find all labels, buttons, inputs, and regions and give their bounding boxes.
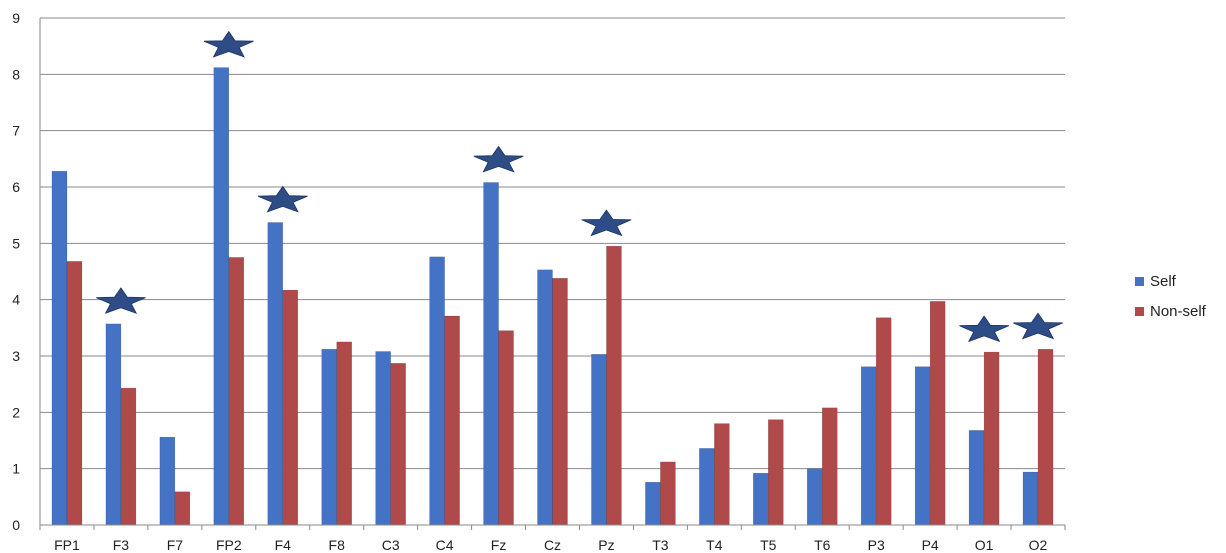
y-tick-label-1: 1: [12, 461, 20, 477]
bar-non-self-p3: [875, 317, 892, 526]
bar-self-t4: [699, 448, 715, 526]
bar-self-f3: [105, 323, 122, 526]
bar-self-t5: [753, 472, 769, 526]
bar-self-f4: [267, 222, 284, 526]
bar-non-self-t4: [714, 423, 730, 526]
x-tick-label-o1: O1: [975, 537, 994, 553]
bar-non-self-f4: [282, 289, 299, 526]
y-tick-label-5: 5: [12, 235, 20, 251]
significance-star-icon-f3: [96, 287, 146, 314]
legend-item-non-self: Non-self: [1135, 300, 1225, 322]
x-tick-label-p3: P3: [868, 537, 885, 553]
axes: [39, 18, 1066, 530]
x-tick-label-fz: Fz: [491, 537, 507, 553]
y-tick-label-6: 6: [12, 179, 20, 195]
bar-non-self-o2: [1037, 348, 1054, 526]
x-tick-label-f3: F3: [113, 537, 130, 553]
bar-non-self-p4: [929, 301, 946, 526]
bar-non-self-t6: [821, 407, 838, 526]
bar-self-t6: [806, 468, 823, 526]
bar-non-self-o1: [983, 351, 1000, 526]
bar-self-c3: [375, 351, 391, 526]
x-tick-label-c3: C3: [382, 537, 400, 553]
y-tick-label-3: 3: [12, 348, 20, 364]
y-tick-label-4: 4: [12, 292, 20, 308]
bars: [51, 67, 1054, 526]
bar-self-fp2: [213, 67, 230, 526]
significance-star-icon-fz: [473, 145, 524, 173]
bar-non-self-t3: [660, 461, 676, 526]
x-tick-label-fp1: FP1: [54, 537, 80, 553]
legend-swatch-non-self: [1135, 306, 1144, 316]
bar-non-self-cz: [552, 278, 568, 526]
x-tick-label-f8: F8: [329, 537, 346, 553]
bar-self-cz: [537, 269, 553, 526]
bar-self-pz: [591, 354, 607, 526]
y-tick-label-7: 7: [12, 123, 20, 139]
bar-non-self-f3: [120, 387, 137, 526]
legend-item-self: Self: [1135, 270, 1225, 292]
y-tick-label-2: 2: [12, 404, 20, 420]
bar-self-p3: [860, 366, 877, 526]
bar-non-self-fp2: [228, 257, 245, 526]
significance-star-icon-fp2: [203, 30, 254, 58]
x-tick-label-f4: F4: [275, 537, 292, 553]
significance-star-icon-f4: [257, 185, 308, 213]
x-tick-labels: FP1 F3 F7 FP2 F4 F8 C3 C4 Fz Cz Pz T3 T4 T5 T6 P3 P4 O1 O2: [54, 537, 1047, 553]
x-tick-label-fp2: FP2: [216, 537, 242, 553]
y-tick-label-9: 9: [12, 10, 20, 26]
significance-star-icon-pz: [581, 209, 632, 237]
bar-self-p4: [914, 366, 931, 526]
bar-self-o1: [968, 430, 985, 526]
legend-swatch-self: [1135, 276, 1144, 286]
x-tick-label-pz: Pz: [598, 537, 614, 553]
y-tick-labels: 0 1 2 3 4 5 6 7 8 9: [12, 10, 20, 533]
bar-self-c4: [429, 256, 445, 526]
bar-self-f8: [321, 348, 337, 526]
y-tick-label-0: 0: [12, 517, 20, 533]
significance-stars: [96, 30, 1063, 343]
bar-self-t3: [645, 481, 661, 526]
significance-star-icon-o2: [1013, 312, 1063, 340]
x-tick-label-t5: T5: [760, 537, 777, 553]
bar-self-o2: [1022, 471, 1039, 526]
bar-non-self-pz: [606, 245, 622, 526]
bar-non-self-f8: [336, 341, 352, 526]
bar-non-self-t5: [768, 419, 784, 526]
bar-non-self-fz: [498, 330, 514, 526]
x-tick-label-cz: Cz: [544, 537, 561, 553]
bar-non-self-c3: [390, 363, 406, 526]
legend: Self Non-self: [1135, 270, 1225, 330]
bar-non-self-fp1: [66, 261, 83, 526]
bar-non-self-c4: [444, 315, 460, 526]
gridlines: [40, 17, 1065, 470]
bar-self-fp1: [51, 170, 68, 526]
bar-non-self-f7: [174, 491, 191, 526]
bar-self-fz: [483, 182, 499, 526]
significance-star-icon-o1: [959, 315, 1009, 343]
x-tick-label-o2: O2: [1029, 537, 1048, 553]
bar-self-f7: [159, 436, 176, 526]
y-tick-label-8: 8: [12, 66, 20, 82]
x-tick-label-p4: P4: [922, 537, 939, 553]
x-tick-label-t4: T4: [706, 537, 723, 553]
legend-label-self: Self: [1150, 272, 1176, 290]
x-tick-label-t3: T3: [652, 537, 669, 553]
x-tick-label-c4: C4: [436, 537, 454, 553]
legend-label-non-self: Non-self: [1150, 302, 1206, 320]
x-tick-label-t6: T6: [814, 537, 831, 553]
x-tick-label-f7: F7: [167, 537, 184, 553]
